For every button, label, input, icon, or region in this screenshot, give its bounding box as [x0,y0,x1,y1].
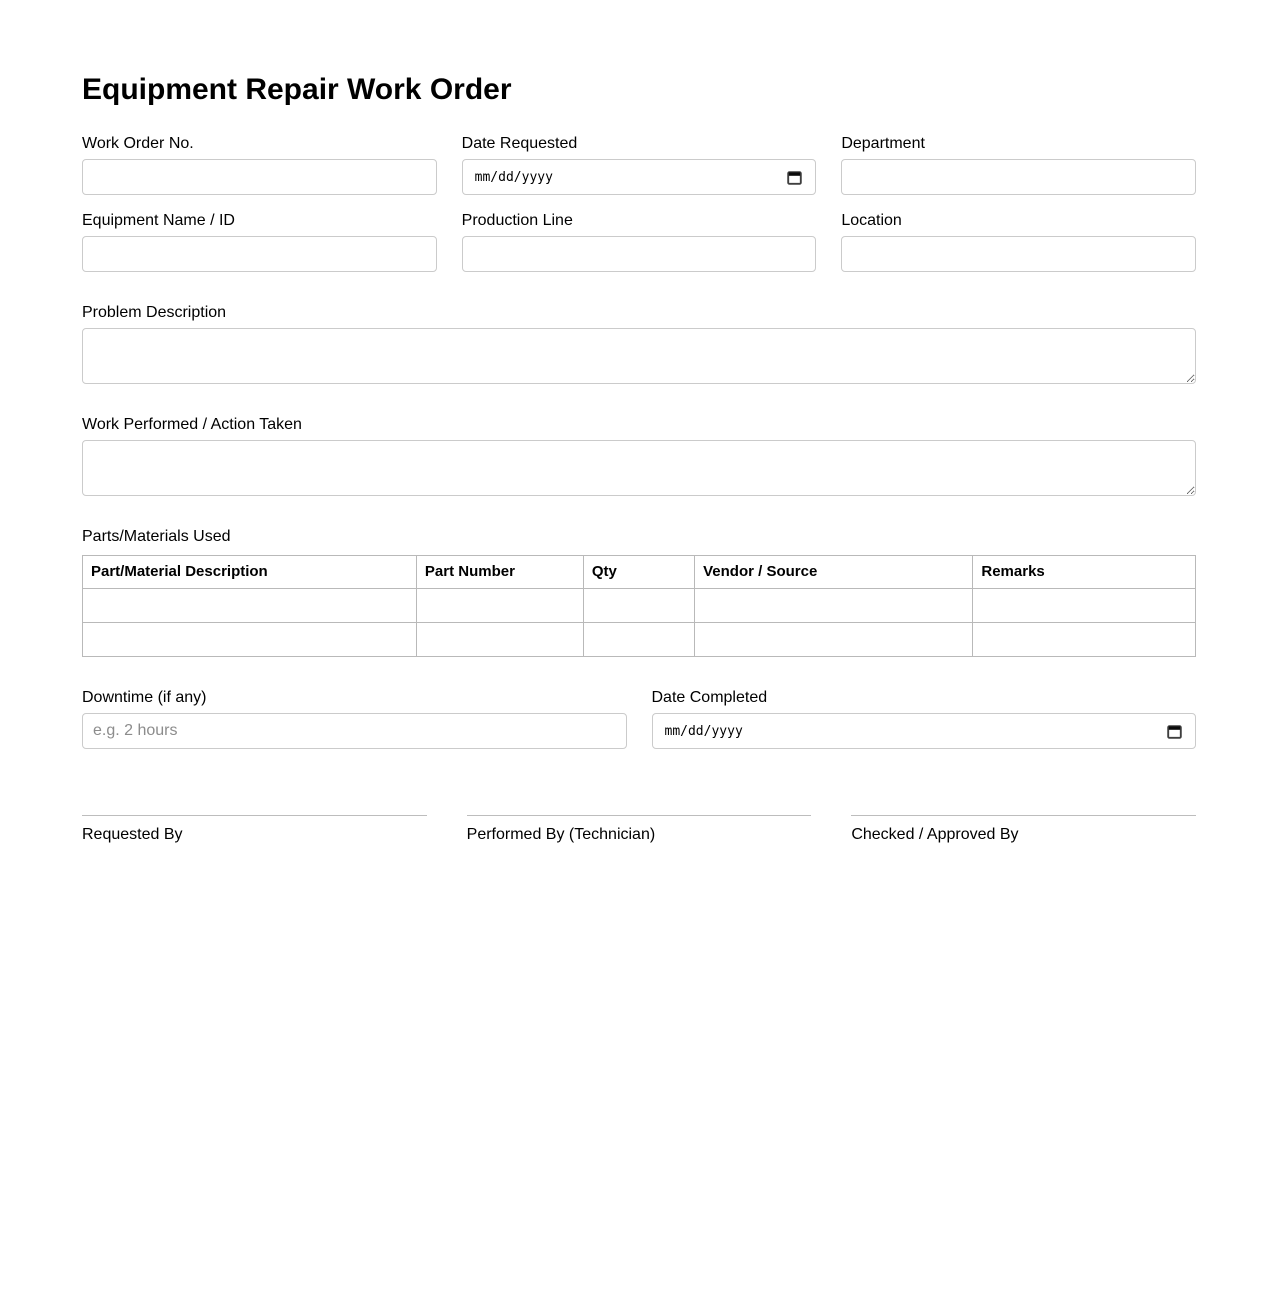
table-cell [415,588,584,623]
page-title: Equipment Repair Work Order [82,73,512,106]
table-row [82,588,1196,623]
col-header-vendor: Vendor / Source [694,555,974,589]
col-header-part-number: Part Number [415,555,584,589]
date-completed-input[interactable]: mm/dd/yyyy [651,713,1196,749]
bottom-fields-grid: Downtime (if any) Date Completed mm/dd/y… [82,688,1196,749]
field-work-order-no: Work Order No. [82,134,437,195]
field-downtime: Downtime (if any) [82,688,627,749]
signature-section: Requested By Performed By (Technician) C… [82,815,1196,844]
col-header-description: Part/Material Description [82,555,417,589]
field-date-completed: Date Completed mm/dd/yyyy [651,688,1196,749]
field-production-line: Production Line [461,211,817,272]
section-work-performed: Work Performed / Action Taken [82,415,1196,496]
field-equipment-name: Equipment Name / ID [82,211,437,272]
date-completed-label: Date Completed [651,689,768,706]
top-fields-grid: Work Order No. Date Requested mm/dd/yyyy… [82,134,1196,272]
work-performed-textarea[interactable] [82,440,1196,496]
table-cell [82,588,417,623]
col-header-remarks: Remarks [972,555,1196,589]
work-order-no-label: Work Order No. [82,135,194,152]
downtime-input[interactable] [82,713,627,749]
parts-section-label: Parts/Materials Used [82,528,231,545]
parts-table: Part/Material Description Part Number Qt… [82,555,1196,657]
date-requested-placeholder: mm/dd/yyyy [474,169,553,185]
table-cell [694,622,974,657]
equipment-name-input[interactable] [82,236,437,272]
field-location: Location [841,211,1196,272]
work-order-no-input[interactable] [82,159,437,195]
table-cell [82,622,417,657]
section-problem-description: Problem Description [82,303,1196,384]
downtime-label: Downtime (if any) [82,689,207,706]
department-input[interactable] [841,159,1196,195]
date-requested-input[interactable]: mm/dd/yyyy [461,159,817,195]
signature-requested-by: Requested By [82,815,427,844]
signature-performed-by: Performed By (Technician) [466,815,812,844]
calendar-icon[interactable] [786,169,803,186]
table-cell [972,588,1196,623]
problem-description-label: Problem Description [82,304,227,321]
signature-checked-by: Checked / Approved By [851,815,1196,844]
table-cell [582,588,696,623]
date-completed-placeholder: mm/dd/yyyy [664,723,743,739]
field-department: Department [841,134,1196,195]
section-parts-materials: Parts/Materials Used Part/Material Descr… [82,527,1196,657]
calendar-icon[interactable] [1166,723,1183,740]
department-label: Department [841,135,925,152]
col-header-qty: Qty [582,555,696,589]
equipment-name-label: Equipment Name / ID [82,212,235,229]
problem-description-textarea[interactable] [82,328,1196,384]
work-order-form: Equipment Repair Work Order Work Order N… [82,73,1196,844]
production-line-label: Production Line [461,212,573,229]
location-label: Location [841,212,902,229]
date-requested-label: Date Requested [461,135,578,152]
table-cell [582,622,696,657]
location-input[interactable] [841,236,1196,272]
table-cell [694,588,974,623]
table-row [82,622,1196,657]
field-date-requested: Date Requested mm/dd/yyyy [461,134,817,195]
parts-table-header-row: Part/Material Description Part Number Qt… [82,555,1196,589]
table-cell [972,622,1196,657]
work-performed-label: Work Performed / Action Taken [82,416,302,433]
table-cell [415,622,584,657]
production-line-input[interactable] [461,236,817,272]
